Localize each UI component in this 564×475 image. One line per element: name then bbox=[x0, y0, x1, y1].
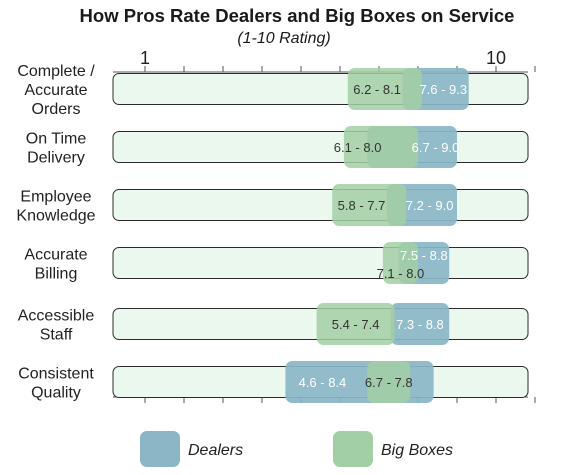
row-track bbox=[112, 247, 529, 279]
category-label: Accurate bbox=[24, 247, 87, 264]
category-label: Knowledge bbox=[16, 208, 95, 225]
row-track bbox=[112, 189, 529, 221]
dealers-range-label: 7.2 - 9.0 bbox=[406, 198, 454, 213]
category-label: Consistent bbox=[18, 366, 94, 383]
x-tick-label: 10 bbox=[486, 48, 506, 68]
big-boxes-range-bar bbox=[343, 126, 418, 168]
big-boxes-range-bar bbox=[382, 242, 418, 284]
big-boxes-range-label: 6.2 - 8.1 bbox=[353, 82, 401, 97]
chart-subtitle: (1-10 Rating) bbox=[237, 30, 331, 47]
dealers-range-label: 7.3 - 8.8 bbox=[396, 317, 444, 332]
category-label: Staff bbox=[40, 327, 73, 344]
legend-swatch-dealers bbox=[140, 431, 180, 467]
x-tick-label: 1 bbox=[140, 48, 150, 68]
big-boxes-range-bar bbox=[332, 184, 407, 226]
dealers-range-bar bbox=[390, 303, 450, 345]
category-label: Delivery bbox=[27, 150, 85, 167]
dealers-range-label: 4.6 - 8.4 bbox=[299, 375, 347, 390]
big-boxes-range-label: 6.7 - 7.8 bbox=[365, 375, 413, 390]
chart-title: How Pros Rate Dealers and Big Boxes on S… bbox=[79, 5, 515, 26]
big-boxes-range-label: 5.8 - 7.7 bbox=[338, 198, 386, 213]
category-label: Billing bbox=[35, 266, 78, 283]
big-boxes-range-label: 5.4 - 7.4 bbox=[332, 317, 380, 332]
category-label: On Time bbox=[26, 131, 87, 148]
category-label: Accurate bbox=[24, 82, 87, 99]
category-label: Accessible bbox=[18, 308, 95, 325]
big-boxes-range-label: 7.1 - 8.0 bbox=[377, 266, 425, 281]
big-boxes-range-bar bbox=[347, 68, 422, 110]
dealers-range-label: 7.6 - 9.3 bbox=[419, 82, 467, 97]
big-boxes-range-label: 6.1 - 8.0 bbox=[334, 140, 382, 155]
dealers-range-label: 7.5 - 8.8 bbox=[400, 248, 448, 263]
category-label: Employee bbox=[20, 189, 91, 206]
big-boxes-range-bar bbox=[316, 303, 395, 345]
category-label: Quality bbox=[31, 385, 81, 402]
row-track bbox=[112, 131, 529, 163]
legend-label: Big Boxes bbox=[381, 442, 453, 459]
category-label: Orders bbox=[32, 101, 81, 118]
big-boxes-range-bar bbox=[367, 361, 411, 403]
legend-label: Dealers bbox=[188, 442, 243, 459]
category-label: Complete / bbox=[17, 63, 95, 80]
legend-swatch-big-boxes bbox=[333, 431, 373, 467]
dealers-range-label: 6.7 - 9.0 bbox=[412, 140, 460, 155]
